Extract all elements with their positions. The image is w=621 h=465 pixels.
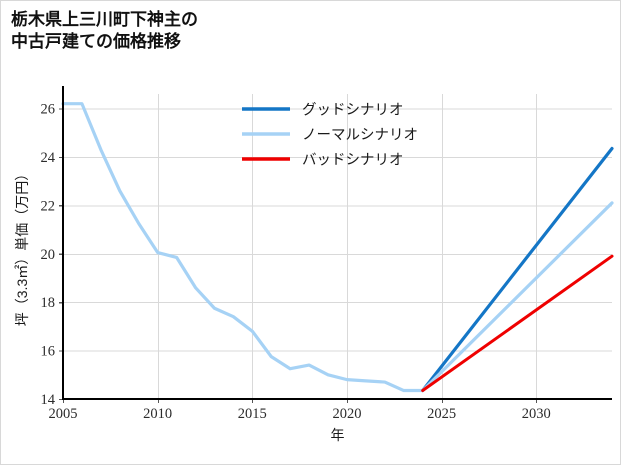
x-tick-label: 2025 [427,406,456,422]
series-line-bad [421,254,614,393]
series-line-normal [61,102,614,393]
y-tick-label: 14 [41,392,56,408]
legend-label-1: ノーマルシナリオ [302,128,418,144]
x-tick-label: 2020 [332,406,361,422]
data-series-group [61,102,614,393]
x-tick-label: 2010 [143,406,172,422]
chart-title: 栃木県上三川町下神主の 中古戸建ての価格推移 [11,10,198,52]
y-axis-label: 坪（3.3㎡）単価（万円） [14,167,30,326]
legend-label-0: グッドシナリオ [302,102,404,119]
x-tick-label: 2015 [238,406,267,422]
y-tick-label: 22 [41,198,56,214]
tick-labels: 14 16 18 20 22 24 26 2005 2010 2015 2020 2025 2030 [41,102,551,422]
y-tick-label: 20 [41,247,56,263]
y-tick-label: 18 [41,295,56,311]
y-tick-label: 26 [41,102,56,118]
x-axis-label: 年 [331,427,345,443]
x-tick-label: 2030 [522,406,551,422]
series-line-good [421,146,614,393]
y-tick-label: 24 [41,150,56,166]
axis-spines [61,86,612,401]
legend-label-2: バッドシナリオ [302,153,404,169]
y-tick-label: 16 [41,344,56,360]
x-tick-label: 2005 [49,406,78,422]
axis-titles: 年 坪（3.3㎡）単価（万円） [14,167,345,443]
